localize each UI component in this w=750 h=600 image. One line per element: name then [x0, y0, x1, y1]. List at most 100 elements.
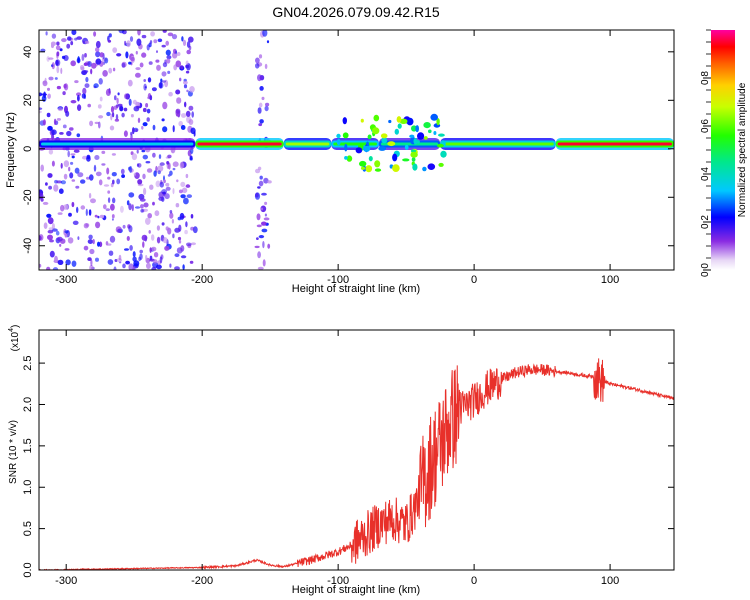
noise-blob	[117, 92, 120, 96]
noise-blob	[152, 124, 156, 131]
snr-series-line	[39, 358, 674, 570]
noise-blob	[63, 173, 68, 180]
noise-blob	[149, 184, 154, 190]
noise-blob	[133, 172, 136, 176]
snr-panel: -300 -200 -100 0 100 0.0 0.5 1.0 1.5 2.0 2.5 Heig…	[8, 325, 675, 596]
noise-blob	[40, 197, 44, 202]
noise-blob	[53, 118, 57, 126]
noise-blob	[48, 57, 54, 60]
noise-blob	[169, 210, 173, 214]
noise-blob	[136, 38, 142, 46]
disturbance-blob	[342, 117, 347, 125]
noise-blob	[151, 246, 157, 252]
noise-blob	[83, 70, 89, 73]
disturbance-blob	[392, 164, 400, 173]
noise-blob	[70, 60, 76, 67]
noise-blob	[149, 95, 153, 101]
noise-blob	[157, 165, 164, 172]
noise-blob	[88, 209, 92, 216]
noise-blob	[176, 97, 182, 104]
noise-blob	[267, 243, 271, 249]
noise-blob	[47, 125, 53, 131]
noise-blob	[84, 83, 90, 88]
noise-blob	[146, 168, 153, 173]
disturbance-blob	[360, 118, 364, 123]
disturbance-blob	[411, 157, 416, 162]
noise-blob	[254, 245, 260, 249]
noise-blob	[75, 185, 80, 189]
noise-blob	[182, 264, 185, 270]
noise-blob	[125, 51, 129, 59]
noise-blob	[97, 241, 100, 247]
noise-blob	[143, 83, 147, 91]
noise-blob	[118, 254, 122, 261]
noise-blob	[57, 107, 64, 112]
noise-blob	[66, 130, 72, 137]
noise-blob	[123, 130, 128, 137]
noise-blob	[167, 154, 172, 159]
noise-blob	[165, 186, 171, 191]
ridge-core	[197, 142, 282, 146]
noise-blob	[102, 70, 108, 77]
disturbance-blob	[438, 162, 444, 167]
noise-blob	[132, 127, 135, 135]
noise-blob	[56, 85, 62, 90]
noise-blob	[89, 264, 94, 270]
noise-blob	[105, 208, 111, 212]
noise-blob	[71, 260, 77, 267]
noise-blob	[107, 190, 111, 194]
noise-blob	[103, 184, 110, 187]
noise-blob	[183, 197, 189, 205]
noise-blob	[85, 40, 90, 45]
noise-blob	[67, 237, 74, 244]
noise-blob	[127, 79, 133, 87]
noise-blob	[46, 112, 51, 118]
noise-blob	[51, 129, 57, 135]
noise-blob	[53, 184, 59, 192]
disturbance-blob	[363, 145, 371, 152]
noise-blob	[51, 160, 55, 167]
noise-blob	[151, 266, 157, 270]
noise-blob	[175, 89, 181, 95]
noise-blob	[47, 217, 54, 225]
noise-blob	[94, 155, 100, 160]
noise-blob	[107, 176, 111, 180]
noise-blob	[143, 202, 149, 208]
x-tick-label: 0	[471, 575, 477, 587]
noise-blob	[190, 127, 196, 135]
noise-blob	[136, 105, 140, 109]
noise-blob	[255, 168, 261, 174]
noise-blob	[122, 263, 126, 269]
noise-blob	[95, 257, 99, 262]
noise-blob	[257, 107, 262, 114]
noise-blob	[128, 192, 135, 198]
noise-blob	[152, 201, 155, 206]
noise-blob	[95, 58, 102, 65]
disturbance-blob	[406, 117, 414, 126]
noise-blob	[112, 47, 118, 53]
noise-blob	[264, 63, 268, 70]
noise-blob	[61, 38, 67, 43]
noise-blob	[159, 256, 163, 264]
noise-blob	[80, 179, 86, 184]
disturbance-blob	[404, 144, 409, 150]
noise-blob	[64, 233, 68, 238]
noise-blob	[165, 182, 170, 187]
noise-blob	[264, 213, 267, 217]
noise-blob	[111, 218, 114, 221]
noise-blob	[161, 189, 168, 195]
noise-blob	[70, 153, 76, 156]
disturbance-blob	[374, 160, 381, 168]
disturbance-blob	[436, 118, 440, 126]
noise-blob	[145, 161, 151, 164]
noise-blob	[99, 214, 105, 219]
noise-blob	[70, 161, 74, 165]
disturbance-blob	[422, 166, 427, 172]
noise-blob	[153, 170, 157, 177]
disturbance-blob	[423, 122, 431, 129]
noise-blob	[257, 266, 264, 270]
noise-blob	[180, 181, 186, 188]
noise-blob	[48, 76, 54, 81]
noise-blob	[147, 77, 152, 83]
